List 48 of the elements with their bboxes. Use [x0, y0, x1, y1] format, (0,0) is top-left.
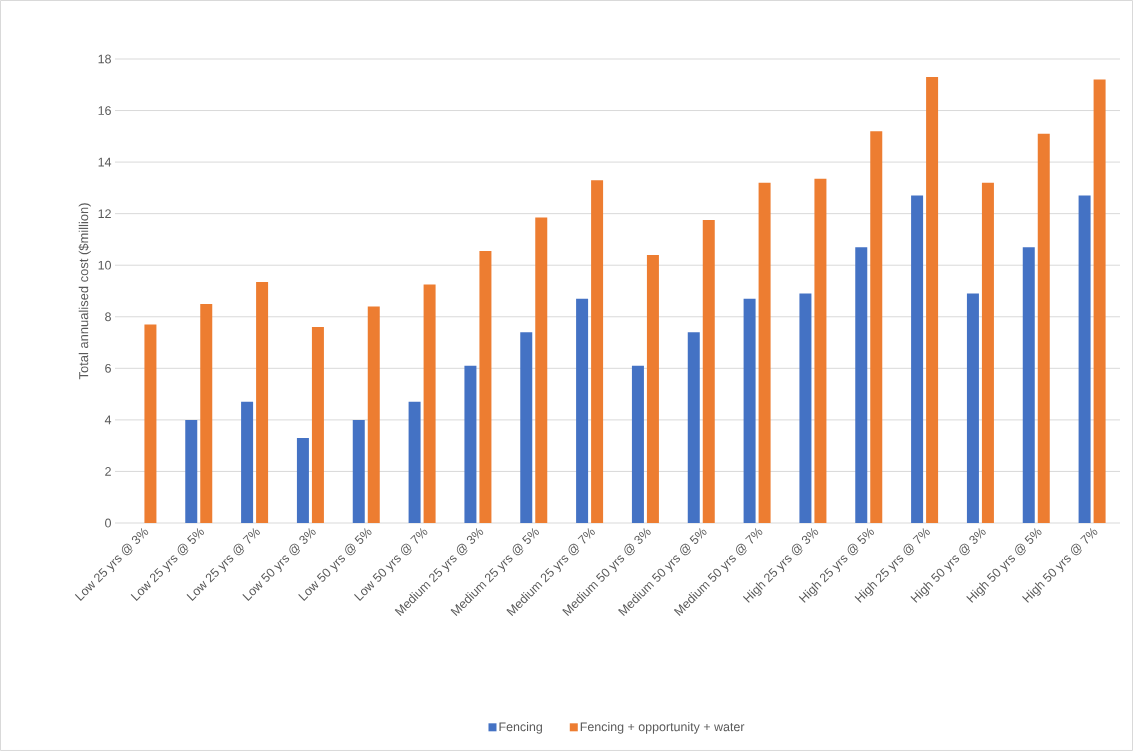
bar	[296, 437, 309, 523]
bar	[479, 251, 492, 523]
bar	[311, 327, 324, 523]
bar	[144, 324, 157, 523]
y-tick-label: 2	[105, 467, 111, 476]
bar	[870, 131, 883, 523]
bar	[1093, 79, 1106, 523]
bar	[367, 306, 380, 523]
bar	[687, 332, 700, 523]
bar	[814, 178, 827, 523]
bar	[576, 298, 589, 523]
y-tick-label: 18	[98, 54, 111, 64]
y-tick-label: 8	[105, 312, 111, 322]
bar	[520, 332, 533, 523]
y-tick-label: 0	[105, 518, 111, 528]
bar	[1022, 247, 1035, 523]
legend-label: Fencing + opportunity + water	[580, 722, 745, 734]
bar	[241, 401, 254, 523]
bar	[743, 298, 756, 523]
y-tick-label: 12	[98, 209, 111, 218]
bar	[926, 77, 939, 523]
bar	[966, 293, 979, 523]
bar	[591, 180, 604, 523]
bar	[1078, 195, 1091, 523]
y-axis-title: Total annualised cost ($million)	[78, 203, 91, 380]
bar	[408, 401, 421, 523]
bar	[855, 247, 868, 523]
bar	[911, 195, 924, 523]
bar	[535, 217, 548, 523]
y-tick-label: 14	[98, 157, 112, 167]
y-tick-label: 10	[98, 260, 111, 270]
bar	[352, 419, 365, 523]
bar	[256, 281, 269, 523]
bar	[464, 365, 477, 523]
legend-label: Fencing	[499, 722, 542, 734]
y-tick-label: 6	[105, 363, 111, 373]
bar	[702, 220, 715, 523]
y-tick-label: 4	[104, 415, 112, 425]
bar	[981, 182, 994, 523]
bar	[185, 419, 198, 523]
bar	[758, 182, 771, 523]
bar	[423, 284, 436, 523]
bar	[799, 293, 812, 523]
y-tick-label: 16	[98, 106, 111, 115]
bar	[646, 254, 659, 523]
bar	[631, 365, 644, 523]
bar	[1037, 133, 1050, 523]
bar	[200, 303, 213, 523]
